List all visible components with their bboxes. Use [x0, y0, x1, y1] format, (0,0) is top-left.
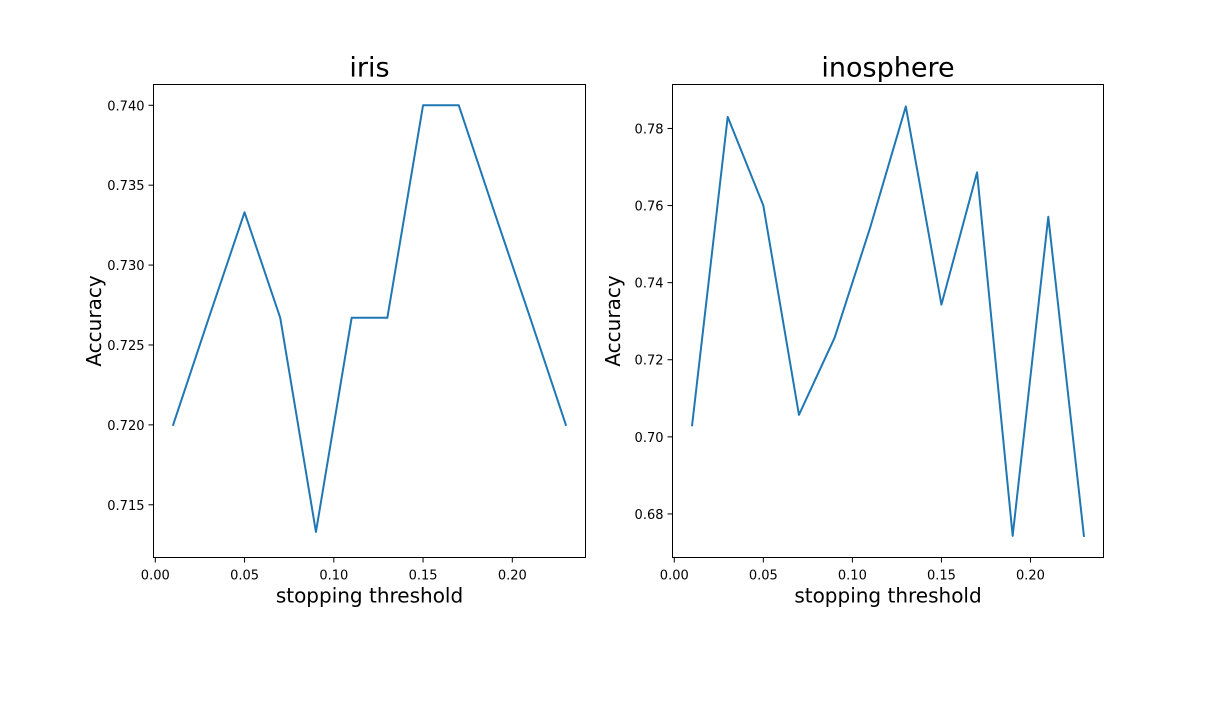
x-tick-label: 0.15 [409, 569, 438, 584]
chart-title: iris [349, 53, 389, 84]
x-tick-label: 0.20 [1016, 569, 1045, 584]
x-axis-label: stopping threshold [794, 584, 981, 608]
plot-frame [672, 84, 1104, 558]
x-tick-label: 0.00 [660, 569, 689, 584]
chart-panel-iris: iris stopping threshold Accuracy 0.00 0.0… [82, 53, 586, 608]
y-tick-label: 0.70 [635, 431, 664, 446]
y-axis-label: Accuracy [82, 275, 106, 366]
y-tick-label: 0.68 [635, 508, 664, 523]
x-tick-label: 0.05 [230, 569, 259, 584]
chart-title: inosphere [821, 53, 954, 84]
x-tick-label: 0.20 [498, 569, 527, 584]
plot-frame [153, 84, 586, 558]
y-tick-label: 0.74 [635, 277, 664, 292]
series-line [690, 105, 1086, 538]
y-tick-label: 0.72 [635, 354, 664, 369]
x-axis-label: stopping threshold [276, 584, 463, 608]
x-tick-label: 0.10 [838, 569, 867, 584]
y-tick-label: 0.715 [107, 499, 144, 514]
x-tick-label: 0.00 [141, 569, 170, 584]
y-tick-label: 0.725 [107, 339, 144, 354]
chart-panel-inosphere: inosphere stopping threshold Accuracy 0.… [601, 53, 1104, 608]
x-tick-label: 0.05 [749, 569, 778, 584]
y-tick-label: 0.720 [107, 419, 144, 434]
x-tick-label: 0.15 [927, 569, 956, 584]
series-line [171, 104, 568, 533]
y-tick-label: 0.78 [635, 122, 664, 137]
y-tick-label: 0.730 [107, 259, 144, 274]
y-tick-label: 0.740 [107, 99, 144, 114]
y-tick-label: 0.735 [107, 179, 144, 194]
x-tick-label: 0.10 [319, 569, 348, 584]
y-axis-label: Accuracy [601, 275, 625, 366]
y-tick-label: 0.76 [635, 200, 664, 215]
